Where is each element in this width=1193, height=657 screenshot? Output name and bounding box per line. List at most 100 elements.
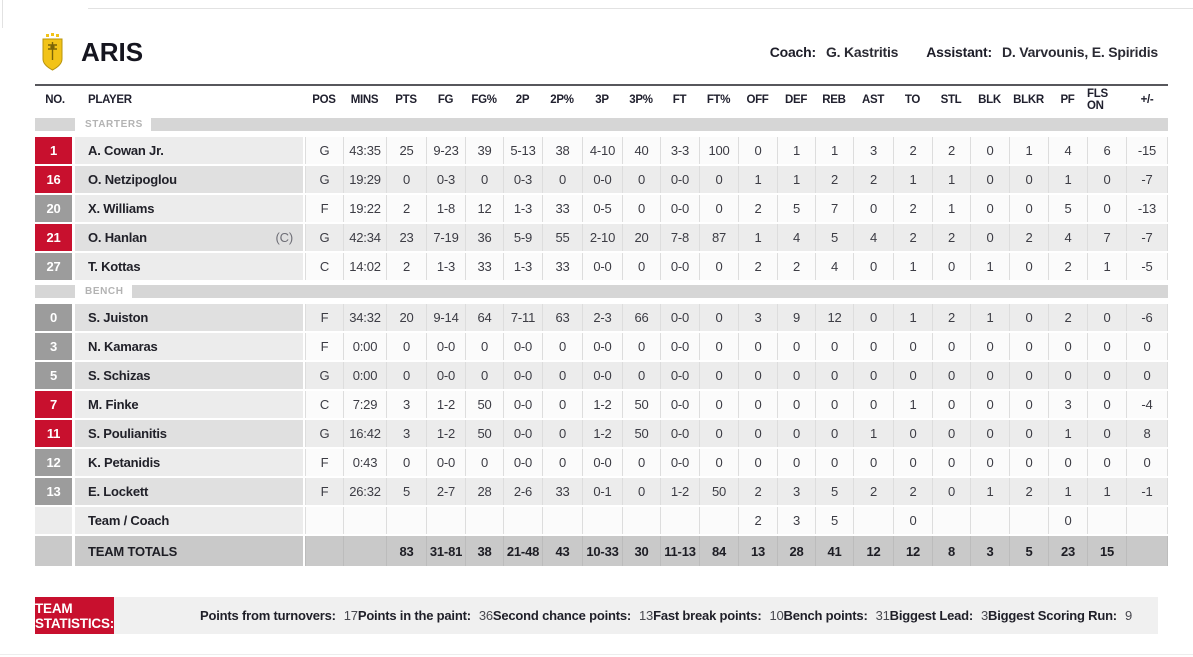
cell-p3_pct: 50 bbox=[622, 420, 660, 447]
cell-ast: 0 bbox=[853, 195, 893, 222]
cell-off: 0 bbox=[738, 420, 777, 447]
cell-off: 0 bbox=[738, 137, 777, 164]
table-row: 21 O. Hanlan (C) G 42:34 23 7-19 36 5-9 55 2-10 20 7… bbox=[35, 224, 1168, 251]
cell-fls_on: 1 bbox=[1087, 478, 1126, 505]
cell-ft_pct: 0 bbox=[699, 304, 738, 331]
cell-ft: 0-0 bbox=[660, 420, 699, 447]
cell-ast: 3 bbox=[853, 137, 893, 164]
cell-ast: 1 bbox=[853, 420, 893, 447]
player-number-badge: 1 bbox=[35, 137, 72, 164]
cell-p3_pct: 0 bbox=[622, 166, 660, 193]
cell-fg: 7-19 bbox=[426, 224, 465, 251]
cell-pos: F bbox=[305, 449, 343, 476]
section-bar-right bbox=[131, 285, 1168, 298]
cell-mins bbox=[343, 507, 386, 534]
table-row: 11 S. Poulianitis G 16:42 3 1-2 50 0-0 0 1-2 50 0-0… bbox=[35, 420, 1168, 447]
column-header-fls_on: FLS ON bbox=[1087, 87, 1108, 112]
cell-blk: 3 bbox=[970, 536, 1009, 566]
player-name: N. Kamaras bbox=[75, 333, 303, 360]
section-label: STARTERS bbox=[85, 119, 143, 130]
cell-reb: 0 bbox=[815, 362, 853, 389]
cell-pf: 23 bbox=[1048, 536, 1087, 566]
cell-p3_pct: 40 bbox=[622, 137, 660, 164]
cell-to: 2 bbox=[893, 137, 932, 164]
cell-p2: 5-13 bbox=[503, 137, 542, 164]
cell-pf: 1 bbox=[1048, 420, 1087, 447]
cell-pm: -7 bbox=[1126, 224, 1168, 251]
cell-ft: 0-0 bbox=[660, 449, 699, 476]
cell-ft_pct: 0 bbox=[699, 333, 738, 360]
cell-pf: 2 bbox=[1048, 304, 1087, 331]
cell-mins: 34:32 bbox=[343, 304, 386, 331]
captain-marker: (C) bbox=[275, 230, 294, 245]
player-name: Team / Coach bbox=[75, 507, 303, 534]
cell-fls_on: 0 bbox=[1087, 420, 1126, 447]
cell-blkr: 0 bbox=[1009, 253, 1048, 280]
cell-p3_pct bbox=[622, 507, 660, 534]
cell-ft bbox=[660, 507, 699, 534]
column-header-name: PLAYER bbox=[88, 93, 132, 106]
cell-pts: 2 bbox=[386, 195, 426, 222]
player-name: S. Schizas bbox=[75, 362, 303, 389]
cell-p3: 1-2 bbox=[582, 391, 622, 418]
cell-mins: 16:42 bbox=[343, 420, 386, 447]
cell-fg_pct: 0 bbox=[465, 362, 503, 389]
cell-pm: -13 bbox=[1126, 195, 1168, 222]
cell-p2_pct: 55 bbox=[542, 224, 582, 251]
cell-fls_on: 0 bbox=[1087, 391, 1126, 418]
cell-fg_pct bbox=[465, 507, 503, 534]
player-number-badge: 16 bbox=[35, 166, 72, 193]
cell-stl: 1 bbox=[932, 195, 970, 222]
cell-blkr: 5 bbox=[1009, 536, 1048, 566]
team-stat-value: 9 bbox=[1124, 608, 1132, 623]
cell-fg: 1-2 bbox=[426, 391, 465, 418]
cell-p2_pct: 38 bbox=[542, 137, 582, 164]
cell-stl: 0 bbox=[932, 391, 970, 418]
cell-p3_pct: 0 bbox=[622, 362, 660, 389]
player-name-text: X. Williams bbox=[88, 201, 155, 216]
cell-reb: 2 bbox=[815, 166, 853, 193]
cell-ft: 0-0 bbox=[660, 391, 699, 418]
cell-ft: 0-0 bbox=[660, 304, 699, 331]
cell-pos: G bbox=[305, 166, 343, 193]
cell-mins: 0:43 bbox=[343, 449, 386, 476]
player-name: TEAM TOTALS bbox=[75, 536, 303, 566]
team-stat-item: Bench points: 31 bbox=[784, 608, 890, 623]
player-name: O. Hanlan (C) bbox=[75, 224, 303, 251]
cell-pts: 2 bbox=[386, 253, 426, 280]
cell-pm: -4 bbox=[1126, 391, 1168, 418]
column-header-blk: BLK bbox=[978, 93, 1001, 106]
cell-fg_pct: 50 bbox=[465, 420, 503, 447]
team-stat-item: Fast break points: 10 bbox=[653, 608, 784, 623]
cell-ft: 7-8 bbox=[660, 224, 699, 251]
cell-p2_pct: 0 bbox=[542, 333, 582, 360]
column-header-pf: PF bbox=[1060, 93, 1075, 106]
cell-ast: 2 bbox=[853, 166, 893, 193]
cell-fls_on: 1 bbox=[1087, 253, 1126, 280]
player-name: X. Williams bbox=[75, 195, 303, 222]
section-bar-left bbox=[35, 285, 75, 298]
column-header-fg: FG bbox=[437, 93, 454, 106]
cell-to: 1 bbox=[893, 304, 932, 331]
cell-pts: 0 bbox=[386, 449, 426, 476]
player-name: T. Kottas bbox=[75, 253, 303, 280]
cell-fg_pct: 0 bbox=[465, 449, 503, 476]
cell-mins: 43:35 bbox=[343, 137, 386, 164]
cell-ft: 0-0 bbox=[660, 195, 699, 222]
column-header-p2: 2P bbox=[515, 93, 530, 106]
cell-off: 2 bbox=[738, 478, 777, 505]
cell-off: 1 bbox=[738, 166, 777, 193]
cell-p3_pct: 30 bbox=[622, 536, 660, 566]
table-row: 20 X. Williams F 19:22 2 1-8 12 1-3 33 0-5 0 0-0 0 2 5… bbox=[35, 195, 1168, 222]
cell-ast: 0 bbox=[853, 304, 893, 331]
column-header-p3: 3P bbox=[595, 93, 609, 106]
cell-p2: 0-0 bbox=[503, 420, 542, 447]
column-header-ast: AST bbox=[861, 93, 885, 106]
cell-blk: 1 bbox=[970, 478, 1009, 505]
player-number-badge: 5 bbox=[35, 362, 72, 389]
cell-mins: 0:00 bbox=[343, 362, 386, 389]
panel-top-edge bbox=[88, 8, 1193, 9]
cell-fg: 9-14 bbox=[426, 304, 465, 331]
column-header-pm: +/- bbox=[1140, 93, 1154, 106]
cell-pm: -7 bbox=[1126, 166, 1168, 193]
